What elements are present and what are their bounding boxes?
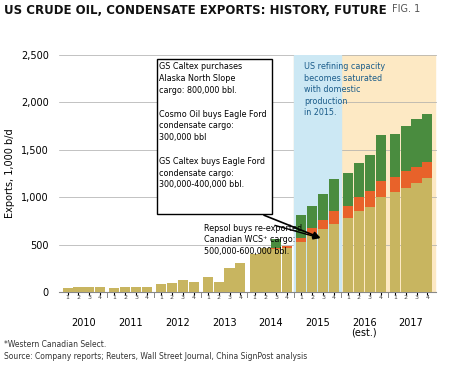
Bar — [271, 248, 281, 249]
Bar — [364, 191, 375, 207]
Bar — [307, 206, 317, 228]
Text: US CRUDE OIL, CONDENSATE EXPORTS: HISTORY, FUTURE: US CRUDE OIL, CONDENSATE EXPORTS: HISTOR… — [4, 4, 387, 17]
Text: (est.): (est.) — [351, 327, 377, 337]
Text: Repsol buys re-exported
Canadian WCS⁺ cargo:
500,000-600,000 bbl.: Repsol buys re-exported Canadian WCS⁺ ca… — [204, 224, 302, 256]
Bar — [354, 197, 364, 211]
Bar — [422, 178, 432, 292]
Text: Source: Company reports; Reuters, Wall Street Journal, China SignPost analysis: Source: Company reports; Reuters, Wall S… — [4, 352, 308, 361]
Bar — [354, 163, 364, 197]
Bar — [296, 215, 306, 238]
Bar — [400, 188, 411, 292]
Bar — [261, 248, 270, 292]
Bar — [411, 167, 422, 183]
Text: 2010: 2010 — [72, 318, 96, 328]
Text: US refining capacity
becomes saturated
with domestic
production
in 2015.: US refining capacity becomes saturated w… — [304, 62, 385, 117]
Bar — [422, 161, 432, 178]
Bar — [318, 220, 328, 229]
Text: 2017: 2017 — [399, 318, 423, 328]
Bar — [364, 207, 375, 292]
Bar — [203, 277, 213, 292]
Bar — [400, 172, 411, 188]
Text: GS Caltex purchases
Alaska North Slope
cargo: 800,000 bbl.

Cosmo Oil buys Eagle: GS Caltex purchases Alaska North Slope c… — [159, 62, 267, 189]
Bar — [411, 183, 422, 292]
Bar — [376, 181, 386, 197]
Bar — [354, 211, 364, 292]
Bar — [189, 282, 199, 292]
Bar — [95, 287, 105, 292]
Bar — [307, 228, 317, 235]
Bar — [411, 119, 422, 167]
Text: *Western Canadian Select.: *Western Canadian Select. — [4, 339, 107, 349]
Bar — [318, 194, 328, 220]
Text: FIG. 1: FIG. 1 — [392, 4, 420, 14]
Text: 2011: 2011 — [118, 318, 143, 328]
Bar — [364, 155, 375, 191]
Bar — [422, 114, 432, 161]
Bar — [167, 283, 177, 292]
Bar — [250, 254, 260, 292]
Bar — [84, 287, 94, 292]
Bar — [142, 287, 152, 292]
Bar — [343, 173, 353, 205]
Y-axis label: Exports, 1,000 b/d: Exports, 1,000 b/d — [5, 128, 15, 218]
Bar — [390, 177, 400, 192]
Bar — [329, 211, 339, 224]
Bar — [307, 235, 317, 292]
Bar — [109, 288, 119, 292]
Bar — [376, 135, 386, 181]
Text: 2015: 2015 — [305, 318, 330, 328]
Bar — [235, 262, 245, 292]
Bar — [73, 287, 84, 292]
Bar — [271, 249, 281, 292]
Bar — [343, 218, 353, 292]
Bar — [329, 224, 339, 292]
Bar — [294, 55, 435, 292]
Bar — [271, 239, 281, 248]
Bar — [282, 248, 292, 292]
Bar — [120, 287, 130, 292]
Bar — [214, 282, 224, 292]
Bar — [400, 126, 411, 172]
FancyBboxPatch shape — [157, 58, 272, 214]
Text: 2013: 2013 — [212, 318, 236, 328]
Bar — [343, 205, 353, 218]
Bar — [156, 284, 166, 292]
Bar — [296, 242, 306, 292]
Text: 2014: 2014 — [259, 318, 283, 328]
Bar — [225, 268, 234, 292]
Text: 2016: 2016 — [352, 318, 377, 328]
Bar — [329, 179, 339, 211]
Bar — [390, 192, 400, 292]
Bar — [318, 229, 328, 292]
Bar — [296, 238, 306, 242]
Bar — [131, 287, 141, 292]
Bar — [282, 246, 292, 248]
Bar — [294, 55, 341, 292]
Text: 2012: 2012 — [165, 318, 190, 328]
Bar — [376, 197, 386, 292]
Bar — [178, 280, 188, 292]
Bar — [390, 134, 400, 177]
Bar — [63, 288, 73, 292]
